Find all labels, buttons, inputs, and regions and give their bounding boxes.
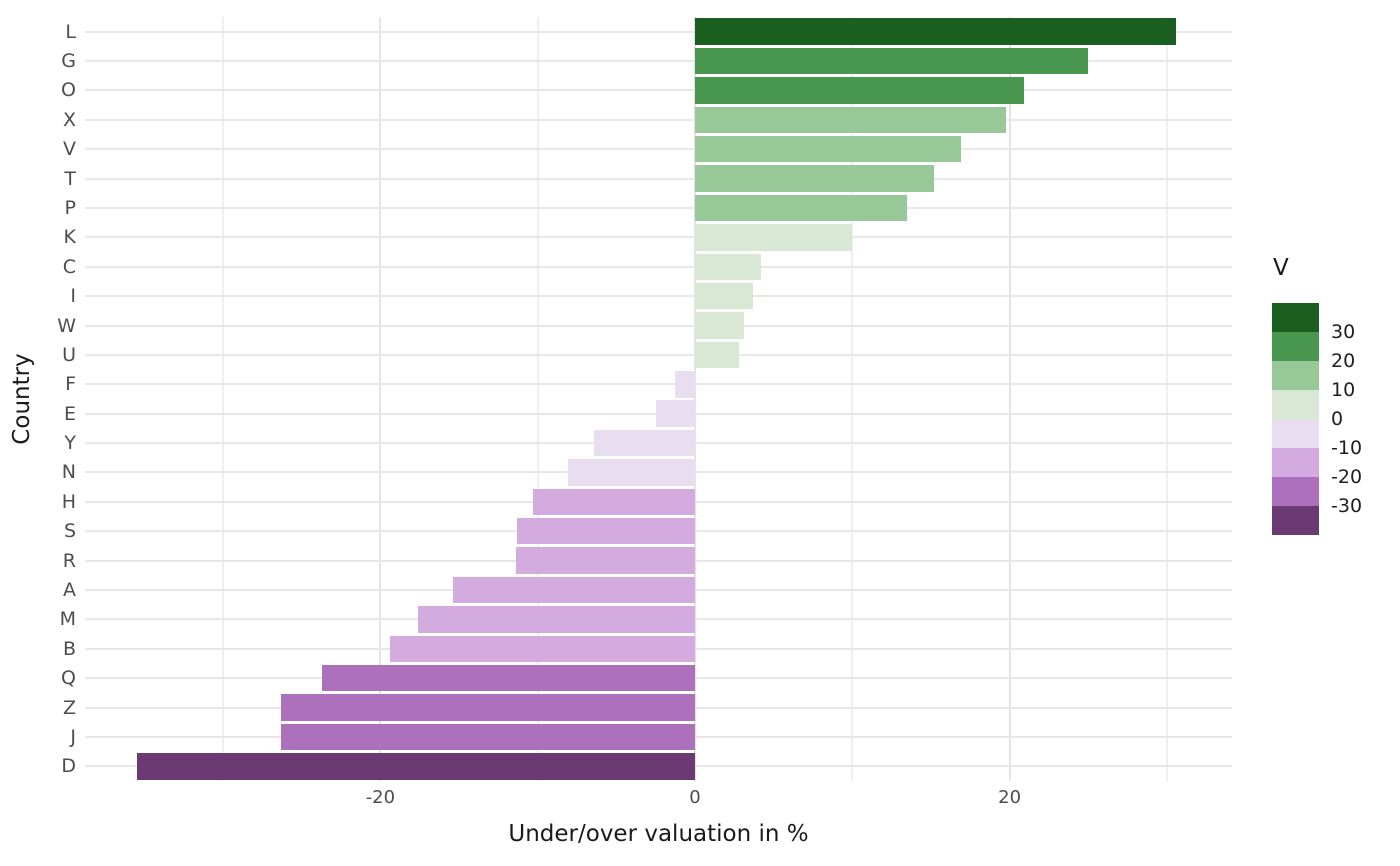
legend-label--10: -10 [1331, 437, 1363, 459]
y-tick-label-d: D [61, 755, 76, 778]
y-tick-label-g: G [61, 50, 76, 73]
y-tick-label-n: N [61, 461, 76, 484]
y-tick-label-h: H [61, 490, 76, 513]
gridline-x-minor-10 [851, 17, 854, 781]
y-tick-label-m: M [59, 608, 76, 631]
gridline-x-major-20 [1008, 17, 1011, 781]
legend-swatch-0 [1272, 303, 1319, 332]
y-tick-label-s: S [63, 520, 76, 543]
gridline-y-l [85, 30, 1232, 33]
bar-q [322, 664, 695, 692]
x-axis-title: Under/over valuation in % [508, 821, 809, 847]
y-tick-label-o: O [61, 79, 76, 102]
gridline-y-v [85, 148, 1232, 151]
bar-l [694, 18, 1177, 45]
legend: V 30 20 10 0 -10 -20 -30 [1265, 255, 1400, 555]
bar-b [389, 635, 695, 662]
legend-label--30: -30 [1331, 495, 1363, 517]
bar-j [281, 723, 695, 751]
legend-label-10: 10 [1331, 379, 1356, 401]
legend-swatch-5 [1272, 448, 1319, 477]
bar-i [694, 282, 754, 310]
gridline-y-p [85, 207, 1232, 209]
y-tick-label-e: E [63, 402, 76, 425]
bar-u [694, 341, 740, 369]
legend-swatch-1 [1272, 332, 1319, 361]
gridline-y-k [85, 236, 1232, 239]
legend-label-0: 0 [1331, 408, 1344, 430]
legend-swatch-2 [1272, 361, 1319, 390]
legend-swatch-7 [1272, 506, 1319, 535]
bar-m [418, 606, 695, 633]
y-tick-label-y: Y [64, 432, 76, 455]
y-tick-label-a: A [63, 579, 76, 601]
gridline-x-minor--10 [536, 17, 539, 781]
bar-a [452, 576, 695, 604]
bar-d [136, 753, 695, 780]
bar-y [594, 429, 695, 457]
gridline-y-w [85, 324, 1232, 327]
legend-label-30: 30 [1331, 321, 1356, 343]
bar-f [674, 371, 695, 398]
legend-swatch-3 [1272, 390, 1319, 419]
bar-o [694, 77, 1024, 104]
bar-p [694, 194, 908, 222]
y-tick-label-l: L [65, 20, 76, 43]
legend-label--20: -20 [1331, 466, 1363, 488]
bar-k [694, 224, 853, 251]
y-tick-label-x: X [62, 108, 76, 131]
legend-swatch-6 [1272, 477, 1319, 506]
y-tick-label-f: F [65, 373, 76, 396]
y-tick-label-b: B [62, 637, 76, 660]
bar-t [694, 165, 935, 192]
x-tick-label-0: 0 [689, 787, 701, 808]
bar-h [532, 488, 695, 516]
y-tick-label-w: W [57, 314, 76, 337]
gridline-x-minor-30 [1165, 17, 1168, 781]
gridline-y-c [85, 265, 1232, 268]
y-tick-label-q: Q [61, 667, 76, 690]
y-axis-title: Country [9, 353, 35, 445]
y-tick-label-k: K [63, 226, 76, 249]
x-tick-label-20: 20 [998, 787, 1022, 808]
gridline-y-f [85, 383, 1232, 386]
gridline-x-minor--30 [222, 17, 225, 781]
bar-s [517, 518, 695, 545]
bar-e [655, 400, 695, 427]
plot-panel [85, 17, 1232, 781]
legend-label-20: 20 [1331, 350, 1356, 372]
y-tick-label-i: I [70, 285, 76, 308]
bar-z [281, 694, 695, 721]
legend-title: V [1273, 255, 1289, 281]
legend-swatch-4 [1272, 419, 1319, 448]
y-tick-label-z: Z [62, 696, 76, 719]
bar-v [694, 136, 961, 163]
y-tick-label-p: P [64, 197, 76, 219]
bar-c [694, 253, 762, 280]
gridline-y-g [85, 60, 1232, 63]
gridline-x-major-0 [693, 17, 696, 781]
y-tick-label-t: T [64, 167, 76, 190]
gridline-y-t [85, 177, 1232, 180]
bar-n [567, 459, 695, 486]
gridline-x-major--20 [379, 17, 382, 781]
y-tick-label-v: V [63, 138, 76, 161]
x-tick-label--20: -20 [365, 787, 396, 808]
bar-w [694, 312, 744, 339]
gridline-y-o [85, 89, 1232, 92]
gridline-y-u [85, 353, 1232, 356]
gridline-y-i [85, 295, 1232, 298]
gridline-y-x [85, 118, 1232, 121]
y-tick-label-j: J [70, 725, 76, 748]
bar-g [694, 47, 1089, 75]
y-tick-label-r: R [62, 549, 76, 572]
y-tick-label-c: C [62, 255, 76, 278]
bar-x [694, 106, 1007, 134]
y-tick-label-u: U [62, 343, 76, 366]
bar-r [515, 547, 695, 574]
